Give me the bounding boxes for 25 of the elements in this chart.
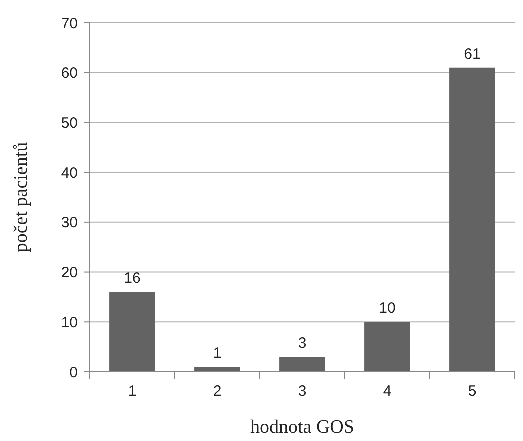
bar: [194, 367, 240, 372]
bar: [364, 322, 410, 372]
x-tick-label: 2: [213, 383, 222, 400]
data-label: 1: [213, 345, 222, 362]
data-label: 16: [124, 270, 141, 288]
x-tick-label: 1: [128, 383, 137, 400]
bar: [110, 292, 156, 372]
x-tick-label: 5: [468, 383, 477, 400]
x-tick-label: 4: [383, 383, 392, 400]
y-tick-label: 0: [70, 364, 78, 382]
data-label: 3: [298, 335, 307, 352]
x-axis-title: hodnota GOS: [250, 417, 354, 438]
y-tick-label: 30: [61, 214, 78, 232]
data-label: 10: [379, 300, 396, 318]
y-tick-label: 50: [61, 114, 78, 132]
y-tick-label: 40: [61, 164, 78, 182]
y-tick-label: 60: [61, 65, 78, 82]
y-axis-title: počet pacientů: [11, 142, 32, 253]
y-tick-label: 20: [61, 264, 78, 282]
bar: [450, 68, 496, 372]
bar: [280, 357, 326, 372]
x-tick-label: 3: [298, 383, 307, 400]
y-tick-label: 70: [61, 15, 78, 32]
data-label: 61: [464, 46, 481, 63]
y-tick-label: 10: [61, 314, 78, 332]
